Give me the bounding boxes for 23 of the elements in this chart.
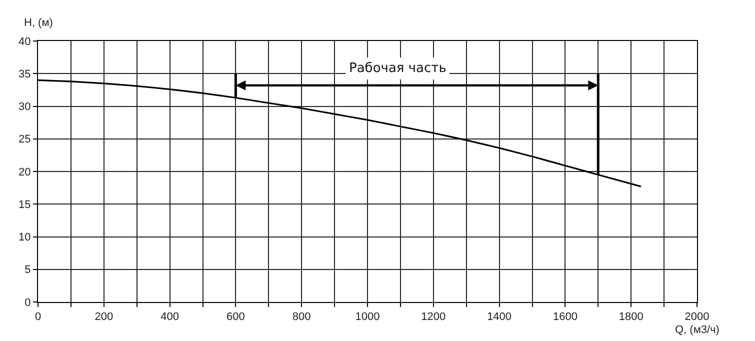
y-axis-title: H, (м) xyxy=(24,17,53,29)
x-tick-label: 600 xyxy=(226,311,245,324)
y-tick-label: 10 xyxy=(18,232,31,244)
x-tick-label: 1200 xyxy=(421,311,446,324)
annotation: Рабочая часть xyxy=(349,61,446,76)
y-tick-label: 15 xyxy=(18,198,31,211)
y-tick-label: 35 xyxy=(18,68,31,80)
y-tick-label: 40 xyxy=(18,36,31,48)
y-tick-label: 25 xyxy=(18,134,31,146)
y-tick-label: 30 xyxy=(18,101,31,114)
y-tick-label: 5 xyxy=(24,264,31,276)
x-tick-label: 1800 xyxy=(618,311,644,324)
x-tick-label: 400 xyxy=(160,311,179,324)
x-tick-label: 0 xyxy=(34,311,42,324)
x-tick-label: 200 xyxy=(94,311,114,324)
x-axis-title: Q, (м3/ч) xyxy=(675,324,720,336)
x-tick-label: 1000 xyxy=(355,311,380,324)
x-tick-label: 2000 xyxy=(684,311,710,324)
x-tick-label: 1400 xyxy=(487,311,512,324)
x-tick-label: 800 xyxy=(292,311,311,324)
y-tick-label: 20 xyxy=(18,166,31,178)
y-tick-label: 0 xyxy=(24,296,31,309)
x-tick-label: 1600 xyxy=(552,311,578,324)
